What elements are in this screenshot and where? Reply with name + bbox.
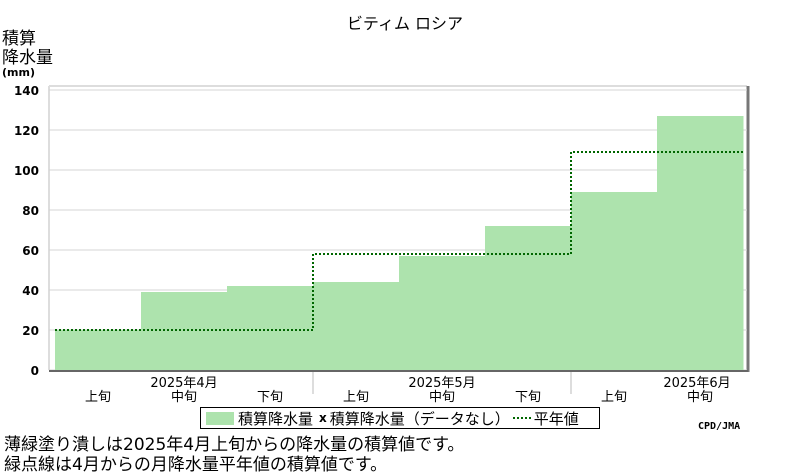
y-tick-label-4: 80 [22,204,39,218]
bar-cumulative-4 [399,256,486,370]
x-tick-label-6: 上旬 [601,390,627,405]
y-axis-label-line-2: 降水量 [2,48,53,68]
bar-cumulative-6 [571,192,658,370]
note-line-2: 緑点線は4月からの月降水量平年値の積算値です。 [4,455,388,475]
y-tick-label-1: 20 [22,324,39,338]
legend-label-no-data: 積算降水量（データなし） [329,409,510,428]
month-label-2: 2025年6月 [663,376,730,391]
legend: 積算降水量 x 積算降水量（データなし） 平年値 [200,407,600,429]
note-line-1: 薄緑塗り潰しは2025年4月上旬からの降水量の積算値です。 [4,435,465,455]
bar-cumulative-3 [313,282,400,370]
legend-label-cumulative: 積算降水量 [238,409,314,428]
legend-swatch-normal [512,417,531,419]
legend-label-normal: 平年値 [533,409,579,428]
line-normal [55,151,743,331]
legend-marker-no-data: x [319,411,327,425]
bar-cumulative-2 [227,286,314,370]
y-tick-label-2: 40 [22,284,39,298]
y-axis-unit: (mm) [2,66,35,79]
bar-cumulative-5 [485,226,572,370]
x-tick-label-1: 中旬 [171,390,197,405]
x-tick-label-2: 下旬 [257,390,283,405]
bar-cumulative-7 [657,116,744,370]
x-tick-label-5: 下旬 [515,390,541,405]
y-tick-label-5: 100 [14,164,39,178]
y-tick-label-6: 120 [14,124,39,138]
y-tick-label-7: 140 [14,84,39,98]
credit-text: CPD/JMA [698,421,741,432]
y-tick-label-3: 60 [22,244,39,258]
x-tick-label-4: 中旬 [429,390,455,405]
x-tick-label-7: 中旬 [687,390,713,405]
month-label-0: 2025年4月 [150,376,217,391]
x-tick-label-3: 上旬 [343,390,369,405]
bar-cumulative-0 [55,330,142,370]
x-tick-label-0: 上旬 [85,390,111,405]
month-label-1: 2025年5月 [408,376,475,391]
chart-title: ビティム ロシア [347,14,463,33]
legend-swatch-cumulative [206,411,234,425]
y-tick-label-0: 0 [31,364,39,378]
y-axis-label-line-1: 積算 [2,29,36,49]
